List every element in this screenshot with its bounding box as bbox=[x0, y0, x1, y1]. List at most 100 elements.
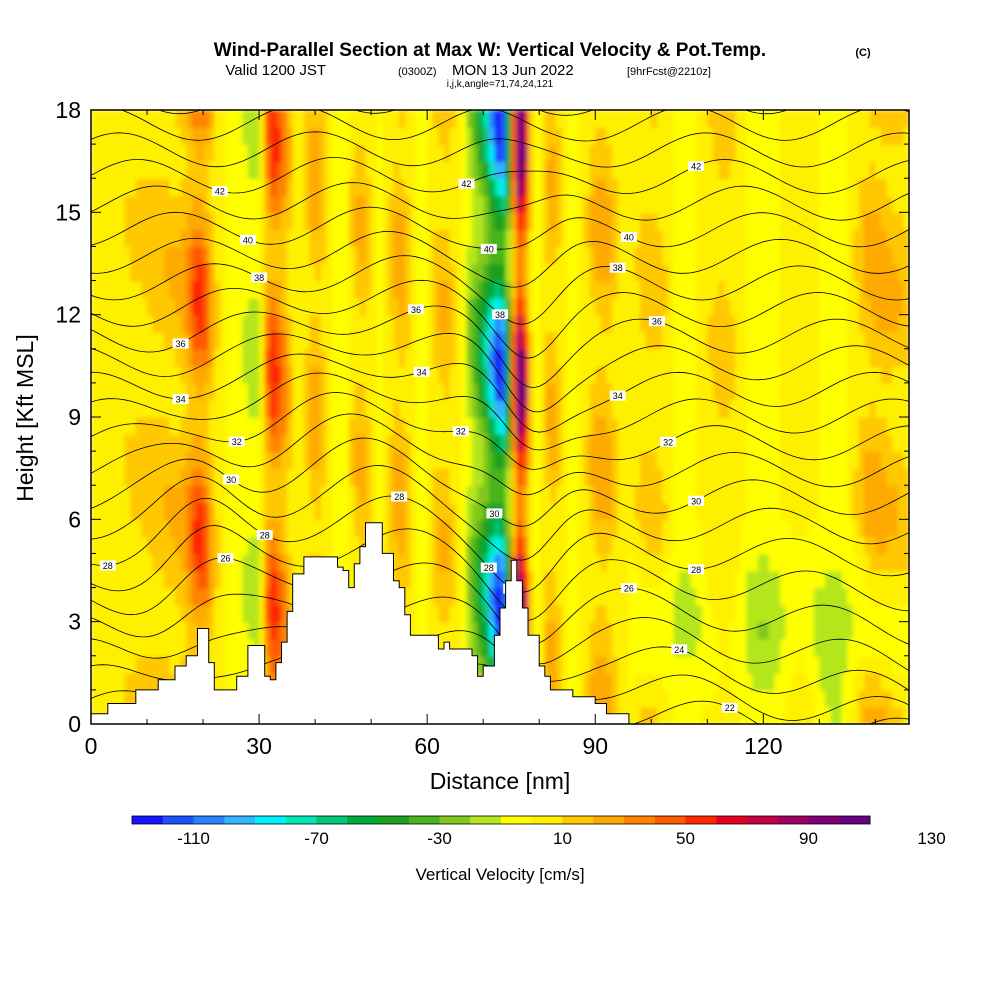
velocity-cell bbox=[427, 161, 434, 180]
velocity-cell bbox=[707, 314, 714, 333]
velocity-cell bbox=[466, 434, 473, 452]
velocity-cell bbox=[836, 178, 843, 197]
velocity-cell bbox=[404, 212, 412, 231]
velocity-cell bbox=[662, 536, 669, 555]
velocity-cell bbox=[371, 451, 378, 469]
velocity-cell bbox=[578, 195, 585, 214]
velocity-cell bbox=[208, 451, 216, 469]
velocity-cell bbox=[684, 314, 692, 333]
velocity-cell bbox=[612, 417, 619, 435]
velocity-cell bbox=[516, 229, 524, 248]
velocity-cell bbox=[550, 604, 557, 623]
velocity-cell bbox=[404, 382, 412, 401]
velocity-cell bbox=[690, 110, 697, 128]
velocity-cell bbox=[796, 434, 804, 452]
velocity-cell bbox=[847, 502, 854, 521]
velocity-cell bbox=[757, 229, 765, 248]
velocity-cell bbox=[264, 604, 272, 623]
velocity-cell bbox=[275, 434, 283, 452]
velocity-cell bbox=[365, 178, 372, 197]
velocity-cell bbox=[124, 263, 131, 282]
velocity-cell bbox=[203, 110, 210, 128]
velocity-cell bbox=[819, 144, 826, 162]
velocity-cell bbox=[208, 519, 216, 538]
velocity-cell bbox=[528, 178, 535, 197]
velocity-cell bbox=[135, 382, 143, 401]
velocity-cell bbox=[768, 417, 776, 435]
velocity-cell bbox=[589, 246, 596, 265]
velocity-cell bbox=[662, 195, 669, 214]
velocity-cell bbox=[180, 604, 187, 623]
velocity-cell bbox=[684, 485, 692, 504]
velocity-cell bbox=[533, 178, 540, 197]
velocity-cell bbox=[214, 263, 221, 282]
velocity-cell bbox=[696, 246, 703, 265]
velocity-cell bbox=[735, 110, 742, 128]
velocity-cell bbox=[825, 348, 832, 367]
velocity-cell bbox=[163, 212, 171, 231]
velocity-cell bbox=[203, 297, 210, 316]
velocity-cell bbox=[348, 382, 356, 401]
velocity-cell bbox=[214, 485, 221, 504]
velocity-cell bbox=[191, 365, 199, 384]
velocity-cell bbox=[516, 417, 524, 435]
velocity-cell bbox=[836, 297, 843, 316]
velocity-cell bbox=[376, 144, 384, 162]
velocity-cell bbox=[225, 621, 232, 640]
velocity-cell bbox=[427, 110, 434, 128]
velocity-cell bbox=[668, 348, 675, 367]
velocity-cell bbox=[365, 451, 372, 469]
velocity-cell bbox=[455, 161, 462, 180]
velocity-cell bbox=[113, 246, 120, 265]
velocity-cell bbox=[623, 689, 630, 708]
velocity-cell bbox=[561, 621, 568, 640]
velocity-cell bbox=[455, 485, 462, 504]
velocity-cell bbox=[203, 365, 210, 384]
velocity-cell bbox=[427, 229, 434, 248]
velocity-cell bbox=[595, 365, 602, 384]
velocity-cell bbox=[410, 468, 417, 487]
velocity-cell bbox=[236, 502, 244, 521]
velocity-cell bbox=[119, 502, 126, 521]
velocity-cell bbox=[124, 587, 131, 606]
velocity-cell bbox=[444, 178, 451, 197]
velocity-cell bbox=[825, 604, 832, 623]
velocity-cell bbox=[645, 621, 653, 640]
velocity-cell bbox=[119, 468, 126, 487]
velocity-cell bbox=[348, 536, 356, 555]
velocity-cell bbox=[371, 212, 378, 231]
velocity-cell bbox=[197, 144, 204, 162]
velocity-cell bbox=[348, 417, 356, 435]
velocity-cell bbox=[740, 399, 748, 418]
velocity-cell bbox=[825, 212, 832, 231]
velocity-cell bbox=[651, 417, 658, 435]
velocity-cell bbox=[740, 127, 748, 145]
velocity-cell bbox=[606, 399, 613, 418]
velocity-cell bbox=[617, 536, 625, 555]
velocity-cell bbox=[567, 348, 574, 367]
velocity-cell bbox=[690, 604, 697, 623]
velocity-cell bbox=[147, 110, 154, 128]
velocity-cell bbox=[729, 655, 737, 674]
velocity-cell bbox=[578, 331, 585, 350]
velocity-cell bbox=[701, 570, 709, 589]
velocity-cell bbox=[841, 587, 849, 606]
velocity-cell bbox=[438, 399, 445, 418]
velocity-cell bbox=[219, 365, 227, 384]
velocity-cell bbox=[219, 212, 227, 231]
velocity-cell bbox=[645, 553, 653, 572]
velocity-cell bbox=[399, 178, 406, 197]
velocity-cell bbox=[410, 502, 417, 521]
velocity-cell bbox=[191, 570, 199, 589]
velocity-cell bbox=[528, 110, 535, 128]
velocity-cell bbox=[740, 263, 748, 282]
velocity-cell bbox=[853, 212, 860, 231]
velocity-cell bbox=[662, 655, 669, 674]
velocity-cell bbox=[102, 229, 109, 248]
velocity-cell bbox=[656, 399, 664, 418]
velocity-cell bbox=[830, 451, 837, 469]
velocity-cell bbox=[729, 297, 737, 316]
velocity-cell bbox=[645, 229, 653, 248]
velocity-cell bbox=[533, 553, 540, 572]
velocity-cell bbox=[119, 689, 126, 708]
